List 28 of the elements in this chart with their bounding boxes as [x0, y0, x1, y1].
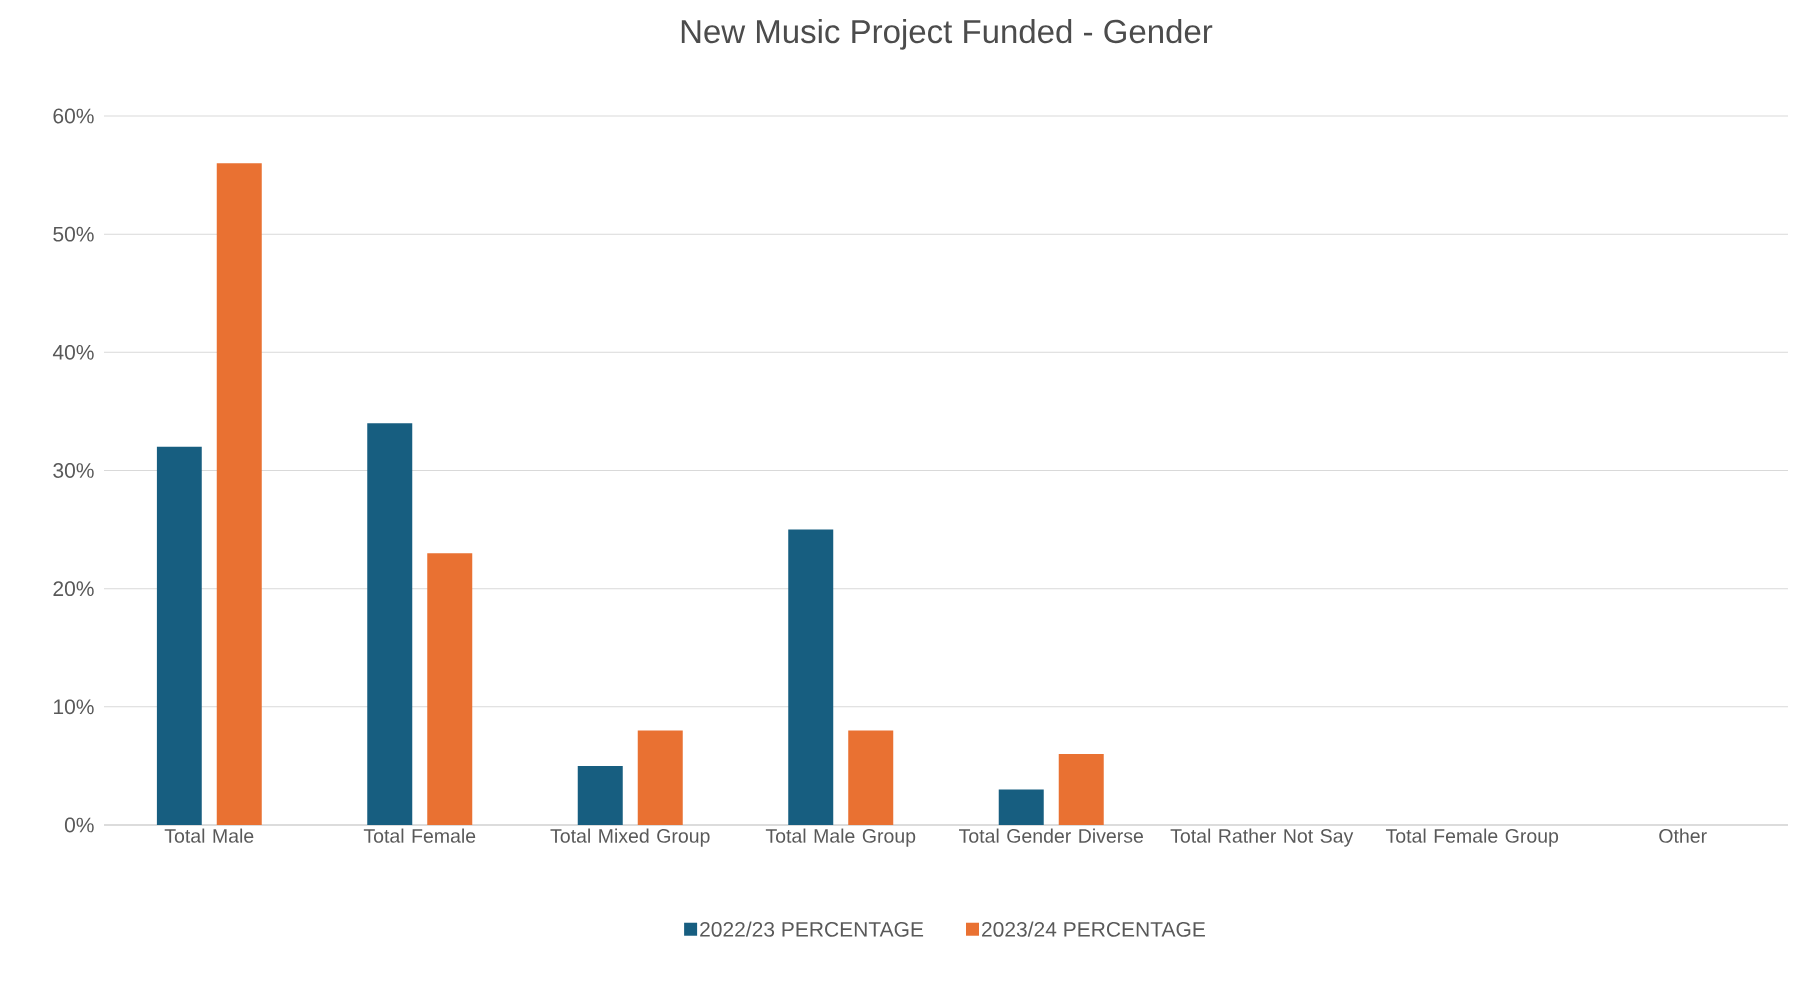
y-tick-label: 10% — [54, 699, 94, 715]
bar — [788, 529, 834, 825]
bar — [637, 730, 683, 825]
bar — [156, 446, 202, 825]
x-tick-label: Total Rather Not Say — [1170, 828, 1354, 847]
y-tick-label: 0% — [64, 817, 94, 833]
x-tick-label: Total Gender Diverse — [959, 828, 1143, 843]
y-tick-label: 50% — [53, 226, 94, 242]
bar — [367, 423, 413, 825]
y-tick-label: 40% — [52, 344, 94, 360]
bar — [216, 163, 262, 825]
x-tick-label: Total Mixed Group — [550, 828, 710, 847]
bar — [848, 730, 894, 825]
x-tick-label: Total Male Group — [765, 828, 916, 847]
x-tick-label: Total Female — [363, 828, 476, 843]
y-tick-label: 60% — [53, 108, 94, 124]
y-tick-label: 20% — [53, 581, 94, 597]
bar — [1058, 754, 1104, 825]
chart-title: New Music Project Funded - Gender — [681, 18, 1213, 50]
legend-label: 2023/24 PERCENTAGE — [982, 921, 1205, 937]
x-tick-label: Total Female Group — [1385, 828, 1559, 847]
y-tick-label: 30% — [53, 463, 94, 478]
bar — [577, 765, 623, 825]
bar — [427, 553, 473, 825]
x-tick-label: Total Male — [164, 828, 254, 843]
x-tick-label: Other — [1659, 828, 1707, 843]
legend-label: 2022/23 PERCENTAGE — [700, 921, 924, 937]
bar — [998, 789, 1044, 825]
